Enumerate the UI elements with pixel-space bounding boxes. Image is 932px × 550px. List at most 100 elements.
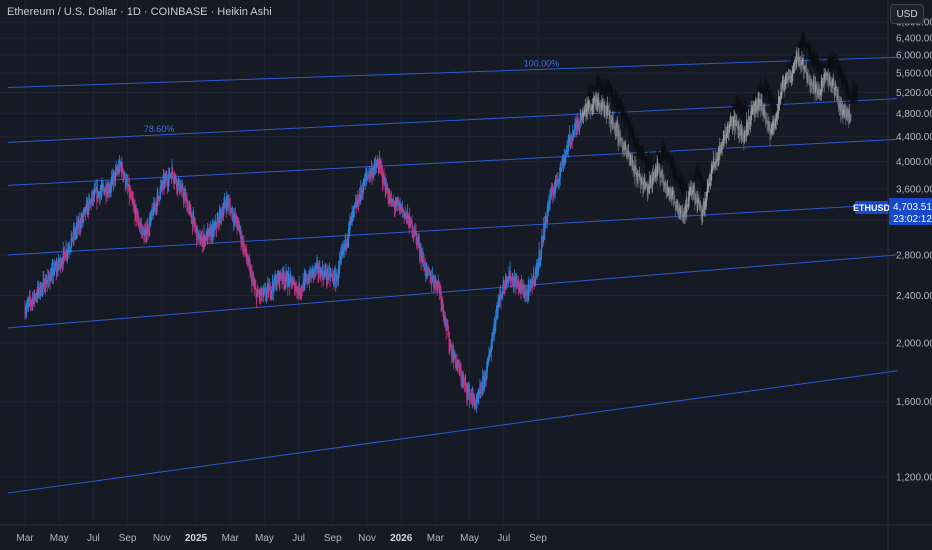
projection-shadow-candle bbox=[699, 172, 701, 177]
candle bbox=[37, 291, 39, 293]
projection-shadow-candle bbox=[830, 60, 832, 68]
candle bbox=[136, 215, 138, 220]
projection-shadow-candle bbox=[645, 161, 647, 168]
candle bbox=[520, 283, 522, 291]
candle bbox=[60, 264, 63, 266]
projection-candle bbox=[839, 105, 841, 109]
candle bbox=[502, 292, 504, 296]
projection-candle bbox=[812, 84, 815, 88]
candle bbox=[270, 290, 272, 294]
candle bbox=[510, 278, 512, 282]
projection-shadow-candle bbox=[709, 187, 711, 190]
projection-shadow-candle bbox=[695, 174, 697, 182]
candle bbox=[62, 263, 64, 265]
candle bbox=[340, 253, 342, 261]
candle bbox=[67, 248, 69, 254]
candle bbox=[423, 260, 425, 270]
projection-candle bbox=[640, 178, 642, 185]
projection-candle bbox=[735, 122, 737, 127]
candle bbox=[303, 284, 305, 290]
projection-candle bbox=[757, 100, 759, 109]
time-tick-label: Sep bbox=[324, 533, 342, 544]
projection-candle bbox=[672, 190, 674, 196]
candle bbox=[528, 285, 530, 293]
candle bbox=[223, 203, 225, 213]
candle bbox=[213, 228, 215, 234]
candle bbox=[354, 204, 356, 208]
projection-candle bbox=[795, 61, 797, 65]
candle bbox=[326, 273, 328, 280]
candle bbox=[83, 208, 85, 214]
candle bbox=[490, 342, 492, 353]
projection-candle bbox=[820, 81, 822, 93]
candle bbox=[486, 366, 488, 379]
candle bbox=[174, 176, 176, 181]
projection-candle bbox=[605, 110, 608, 117]
projection-candle bbox=[591, 106, 593, 110]
projection-candle bbox=[676, 206, 678, 208]
projection-shadow-candle bbox=[819, 65, 821, 75]
candle bbox=[564, 156, 567, 159]
projection-shadow-candle bbox=[694, 178, 696, 185]
candle bbox=[31, 301, 33, 303]
projection-candle bbox=[729, 117, 731, 127]
projection-candle bbox=[671, 193, 673, 198]
projection-candle bbox=[687, 205, 689, 207]
candle bbox=[303, 276, 305, 288]
projection-candle bbox=[596, 102, 598, 105]
projection-shadow-candle bbox=[742, 107, 744, 117]
projection-candle bbox=[783, 82, 785, 91]
projection-shadow-candle bbox=[636, 145, 639, 149]
candle bbox=[42, 284, 44, 289]
candle bbox=[222, 210, 225, 216]
candle bbox=[180, 189, 182, 191]
candle bbox=[196, 226, 198, 241]
projection-shadow-candle bbox=[651, 164, 653, 167]
candle bbox=[66, 253, 68, 256]
candle bbox=[390, 199, 392, 201]
currency-button[interactable]: USD bbox=[890, 4, 924, 24]
projection-candle bbox=[754, 107, 756, 117]
candle bbox=[90, 201, 92, 205]
candle bbox=[458, 365, 461, 375]
projection-candle bbox=[592, 105, 594, 107]
candle bbox=[206, 235, 208, 242]
projection-shadow-candle bbox=[829, 63, 831, 66]
candle bbox=[168, 175, 170, 184]
candle bbox=[149, 224, 151, 227]
candle bbox=[233, 216, 235, 220]
candle bbox=[222, 213, 224, 217]
candle bbox=[120, 164, 123, 173]
candle bbox=[361, 191, 364, 195]
projection-candle bbox=[616, 126, 618, 128]
projection-candle bbox=[583, 112, 585, 116]
candle bbox=[571, 139, 573, 143]
projection-candle bbox=[633, 166, 636, 176]
candle bbox=[319, 272, 321, 280]
projection-shadow-candle bbox=[662, 151, 664, 157]
candle bbox=[200, 240, 202, 244]
projection-shadow-candle bbox=[595, 89, 597, 92]
projection-shadow-candle bbox=[601, 88, 603, 90]
projection-candle bbox=[834, 87, 836, 91]
projection-candle bbox=[654, 176, 656, 179]
projection-candle bbox=[637, 174, 639, 177]
candle bbox=[53, 272, 55, 274]
projection-candle bbox=[772, 124, 774, 129]
channel-line bbox=[7, 370, 898, 494]
candle bbox=[57, 265, 59, 270]
projection-candle bbox=[587, 100, 589, 111]
candle bbox=[125, 180, 128, 184]
candle bbox=[565, 150, 567, 158]
candle bbox=[177, 182, 179, 190]
projection-shadow-candle bbox=[618, 102, 620, 107]
projection-candle bbox=[779, 96, 781, 103]
projection-candle bbox=[582, 114, 584, 117]
candle bbox=[216, 219, 218, 228]
last-price-tag: ETHUSD 4,703.51 23:02:12 bbox=[853, 198, 932, 225]
projection-candle bbox=[643, 183, 645, 187]
projection-candle bbox=[591, 109, 593, 111]
projection-candle bbox=[583, 110, 585, 114]
candle bbox=[559, 165, 561, 178]
